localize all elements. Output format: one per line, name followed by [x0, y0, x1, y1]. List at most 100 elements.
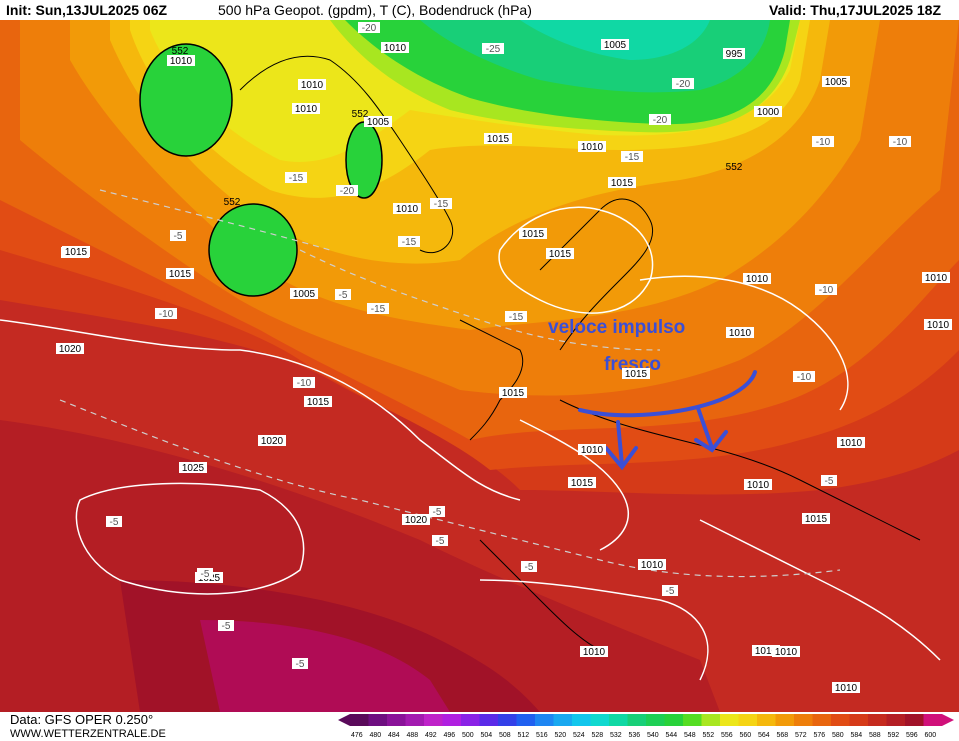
temperature-labels: -20 -25 -20 -20 -15 -20 -15 -15 -10 -15 -10 -5 -15 -1…: [106, 22, 911, 670]
pressure-label: 1015: [611, 178, 634, 189]
plabels-bg: [752, 645, 780, 656]
pressure-label: 1010: [641, 560, 664, 571]
low-greenland-south: [208, 203, 298, 297]
tlabels-bg: [482, 43, 504, 54]
tlabels-bg: [367, 303, 389, 314]
tlabels-bg: [672, 78, 694, 89]
scale-tick-label: 588: [869, 732, 881, 739]
scale-swatch: [479, 714, 498, 726]
scale-swatch: [627, 714, 646, 726]
scale-swatch: [350, 714, 369, 726]
temperature-label: -25: [486, 44, 501, 55]
pressure-label: 1010: [835, 683, 858, 694]
plabels-bg: [56, 343, 84, 354]
scale-tick-label: 480: [370, 732, 382, 739]
tlabels-bg: [821, 475, 837, 486]
plabels-bg: [723, 48, 745, 59]
tlabels-bg: [621, 151, 643, 162]
pressure-label: 1020: [405, 515, 428, 526]
plabels-bg: [744, 479, 772, 490]
scale-tick-label: 504: [481, 732, 493, 739]
plabels-bg: [726, 327, 754, 338]
temperature-label: -5: [433, 507, 442, 518]
plabels-bg: [179, 462, 207, 473]
plabels-bg: [381, 42, 409, 53]
plabels-bg: [546, 248, 574, 259]
scale-swatch: [646, 714, 665, 726]
scale-swatch: [923, 714, 942, 726]
pressure-label: 995: [726, 49, 743, 60]
field-600-south: [200, 620, 450, 712]
temperature-label: -20: [676, 79, 691, 90]
pressure-label: 1010: [925, 273, 948, 284]
scale-swatch: [442, 714, 461, 726]
height-label: 552: [172, 46, 189, 57]
plabels-bg: [166, 268, 194, 279]
tlabels-bg: [197, 568, 213, 579]
color-scale: 476 480 484 488 492 496 500 504 508 512 516 520 524 5…: [338, 714, 954, 739]
plabels-bg: [601, 39, 629, 50]
tlabels-bg: [429, 506, 445, 517]
plabels-bg: [298, 79, 326, 90]
tlabels-bg: [432, 535, 448, 546]
scale-swatch: [812, 714, 831, 726]
tlabels-bg: [812, 136, 834, 147]
temperature-label: -20: [340, 186, 355, 197]
scale-tick-label: 484: [388, 732, 400, 739]
scale-tick-label: 496: [444, 732, 456, 739]
plabels-bg: [580, 646, 608, 657]
tlabels-bg: [889, 136, 911, 147]
temperature-label: -10: [816, 137, 831, 148]
scale-tick-label: 476: [351, 732, 363, 739]
tlabels-bg: [293, 377, 315, 388]
pressure-label: 1010: [840, 438, 863, 449]
tlabels-bg: [815, 284, 837, 295]
website-credit: WWW.WETTERZENTRALE.DE: [10, 728, 166, 740]
temperature-label: -5: [825, 476, 834, 487]
pressure-label: 1015: [549, 249, 572, 260]
temperature-label: -5: [110, 517, 119, 528]
scale-swatch: [387, 714, 406, 726]
plabels-bg: [578, 141, 606, 152]
temperature-label: -15: [371, 304, 386, 315]
pressure-label: 1015: [625, 369, 648, 380]
pressure-label: 1025: [182, 463, 205, 474]
plabels-bg: [393, 203, 421, 214]
scale-swatch: [868, 714, 887, 726]
temperature-label: -10: [159, 309, 174, 320]
isobars: [0, 206, 941, 681]
scale-swatch: [609, 714, 628, 726]
temperature-label: -5: [296, 659, 305, 670]
pressure-label: 1005: [367, 117, 390, 128]
scale-swatch: [720, 714, 739, 726]
scale-swatch: [516, 714, 535, 726]
pressure-label: 1010: [927, 320, 950, 331]
scale-swatch: [757, 714, 776, 726]
scale-tick-label: 556: [721, 732, 733, 739]
tlabels-bg: [358, 22, 380, 33]
scale-swatch: [794, 714, 813, 726]
tlabels-bg: [430, 198, 452, 209]
data-source: Data: GFS OPER 0.250°: [10, 712, 154, 727]
map-header: Init: Sun,13JUL2025 06Z 500 hPa Geopot. …: [0, 0, 959, 20]
scale-tick-label: 572: [795, 732, 807, 739]
temperature-label: -5: [174, 231, 183, 242]
temperature-label: -5: [222, 621, 231, 632]
tlabels-bg: [793, 371, 815, 382]
scale-left-arrow: [338, 714, 350, 726]
plabels-bg: [922, 272, 950, 283]
pressure-label: 1015: [65, 247, 88, 258]
temperature-label: -15: [434, 199, 449, 210]
scale-tick-label: 580: [832, 732, 844, 739]
tlabels-bg: [218, 620, 234, 631]
scale-tick-label: 536: [629, 732, 641, 739]
temperature-label: -5: [525, 562, 534, 573]
plabels-bg: [837, 437, 865, 448]
scale-swatch: [849, 714, 868, 726]
scale-swatch: [590, 714, 609, 726]
temperature-label: -10: [297, 378, 312, 389]
pressure-label: 1010: [396, 204, 419, 215]
plabels-bg: [519, 228, 547, 239]
tlabels-bg: [662, 585, 678, 596]
scale-swatch: [405, 714, 424, 726]
